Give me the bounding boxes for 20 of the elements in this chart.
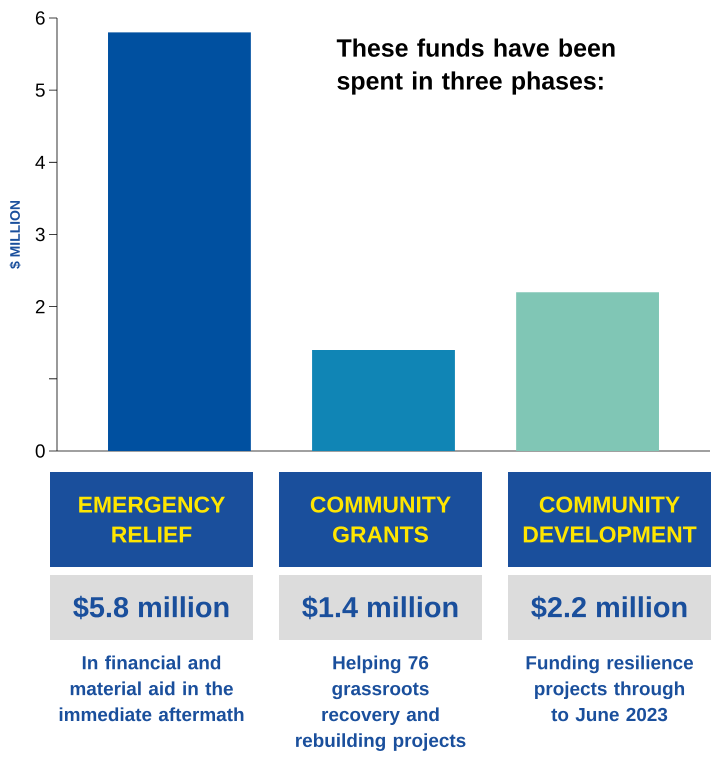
data-label: $2.2 million — [531, 596, 686, 620]
x-tick-label: COMMUNITY DEVELOPMENT — [524, 496, 696, 543]
text: Funding resilience projects through to June 2023 — [526, 656, 693, 722]
x-tick-label: COMMUNITY GRANTS — [310, 496, 451, 543]
y-tick-label: 3 — [36, 228, 45, 242]
text: In financial and material aid in the immediate aftermath — [60, 656, 244, 722]
text: These funds have been spent in three phases: — [336, 38, 615, 95]
y-axis-title: $ MILLION — [9, 200, 21, 269]
data-label: $1.4 million — [302, 596, 458, 620]
y-tick-label: 4 — [35, 156, 45, 169]
x-tick-label: EMERGENCY RELIEF — [79, 496, 225, 542]
bar — [108, 32, 251, 451]
y-tick-label: 0 — [36, 444, 45, 458]
text: Helping 76 grassroots recovery and rebuilding projects — [296, 656, 466, 751]
y-tick-label: 6 — [36, 11, 45, 25]
y-tick-label: 5 — [36, 84, 45, 97]
data-label: $5.8 million — [73, 596, 228, 620]
y-tick-label: 2 — [36, 300, 45, 314]
bar — [312, 350, 455, 451]
bar — [516, 292, 659, 451]
